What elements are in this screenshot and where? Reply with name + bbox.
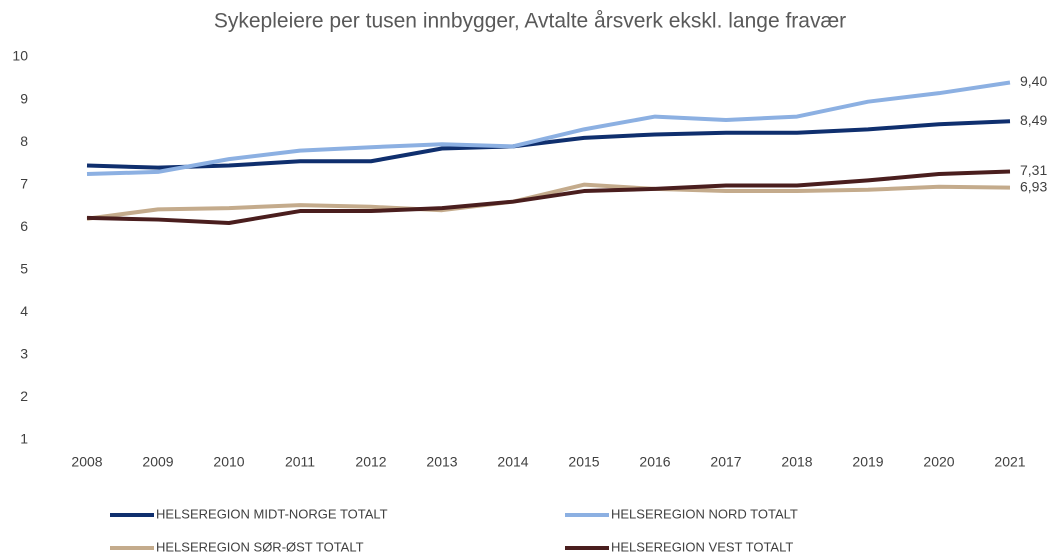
x-tick-label: 2008 [71,454,102,470]
chart-title: Sykepleiere per tusen innbygger, Avtalte… [214,10,846,33]
x-tick-label: 2010 [213,454,244,470]
legend-label: HELSEREGION MIDT-NORGE TOTALT [156,506,388,521]
x-tick-label: 2018 [781,454,812,470]
legend-label: HELSEREGION NORD TOTALT [611,506,798,521]
legend-label: HELSEREGION VEST TOTALT [611,539,793,554]
x-tick-label: 2019 [852,454,883,470]
y-tick-label: 3 [20,346,28,362]
data-label: 8,49 [1020,112,1047,128]
data-label: 6,93 [1020,178,1047,194]
y-tick-label: 2 [20,388,28,404]
legend-label: HELSEREGION SØR-ØST TOTALT [156,539,364,554]
x-tick-label: 2012 [355,454,386,470]
x-tick-label: 2021 [994,454,1025,470]
x-tick-label: 2013 [426,454,457,470]
y-tick-label: 5 [20,260,28,276]
data-label: 9,40 [1020,73,1047,89]
series-line [86,80,1011,177]
y-tick-label: 10 [12,48,28,64]
x-tick-label: 2016 [639,454,670,470]
x-tick-label: 2011 [285,454,315,470]
data-label: 7,31 [1020,162,1047,178]
x-tick-label: 2015 [568,454,599,470]
y-tick-label: 1 [20,431,28,447]
series-line [86,182,1011,221]
x-tick-label: 2017 [710,454,741,470]
y-tick-label: 9 [20,90,28,106]
y-tick-label: 8 [20,133,28,149]
series-line [86,119,1011,170]
x-tick-label: 2020 [923,454,954,470]
series-line [86,169,1011,225]
y-tick-label: 7 [20,175,28,191]
x-tick-label: 2014 [497,454,528,470]
x-tick-label: 2009 [142,454,173,470]
y-tick-label: 6 [20,218,28,234]
y-tick-label: 4 [20,303,28,319]
